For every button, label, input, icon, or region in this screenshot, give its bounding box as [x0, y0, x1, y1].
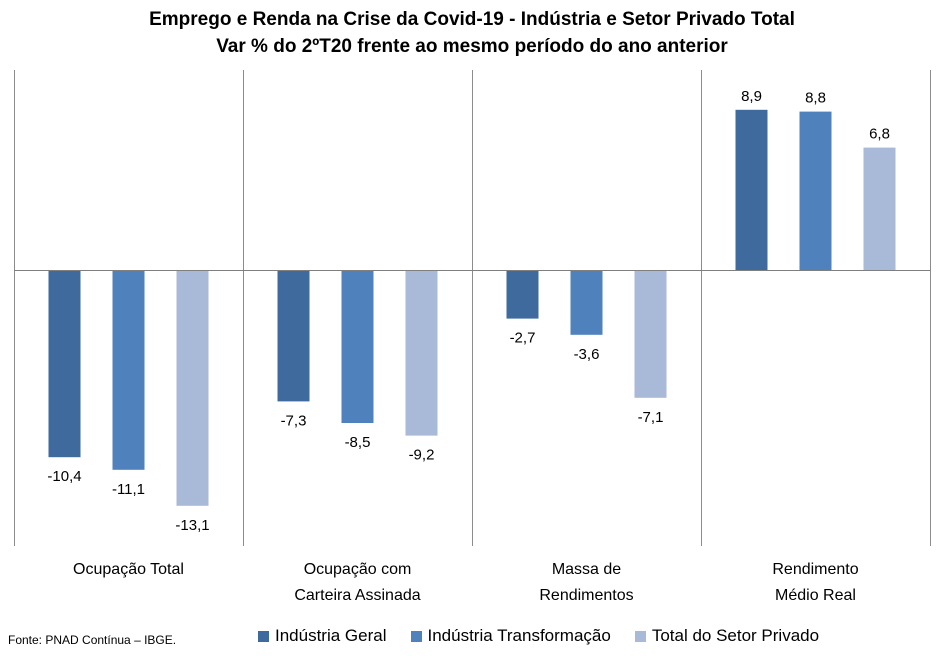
bar	[112, 270, 145, 470]
data-label: -2,7	[510, 330, 536, 347]
category-label: Massa de	[552, 561, 621, 578]
bar	[735, 109, 768, 270]
category-label: Carteira Assinada	[294, 587, 420, 604]
data-label: -11,1	[112, 481, 145, 498]
data-label: 6,8	[869, 126, 890, 143]
chart-title: Emprego e Renda na Crise da Covid-19 - I…	[149, 9, 795, 30]
category-label: Ocupação Total	[73, 561, 184, 578]
category-label: Rendimentos	[539, 587, 633, 604]
data-label: 8,9	[741, 88, 762, 105]
category-label: Rendimento	[772, 561, 858, 578]
data-label: -8,5	[345, 434, 371, 451]
chart-title-block: Emprego e Renda na Crise da Covid-19 - I…	[0, 6, 944, 60]
legend-label: Indústria Transformação	[427, 626, 611, 645]
bar	[341, 270, 374, 423]
legend-item: Total do Setor Privado	[634, 626, 820, 646]
bar	[863, 147, 896, 270]
bar	[176, 270, 209, 506]
category-label: Ocupação com	[304, 561, 412, 578]
bar	[48, 270, 81, 458]
bar	[570, 270, 603, 335]
data-label: -7,1	[638, 409, 664, 426]
legend-swatch	[258, 630, 269, 642]
legend-item: Indústria Geral	[258, 626, 387, 646]
legend: Indústria Geral Indústria Transformação To…	[258, 626, 843, 646]
legend-item: Indústria Transformação	[410, 626, 611, 646]
legend-label: Indústria Geral	[275, 626, 387, 645]
category-label: Médio Real	[775, 587, 856, 604]
legend-label: Total do Setor Privado	[651, 626, 820, 645]
data-label: -10,4	[47, 468, 81, 485]
bar	[799, 111, 832, 270]
data-label: -3,6	[574, 346, 600, 363]
bar	[405, 270, 438, 436]
bar	[277, 270, 310, 402]
data-label: -13,1	[175, 517, 209, 534]
bar	[634, 270, 667, 398]
data-label: 8,8	[805, 90, 826, 107]
chart-subtitle: Var % do 2ºT20 frente ao mesmo período d…	[216, 36, 728, 57]
data-label: -7,3	[281, 412, 307, 429]
data-label: -9,2	[409, 447, 435, 464]
legend-swatch	[634, 630, 646, 642]
legend-swatch	[410, 630, 422, 642]
bar	[506, 270, 539, 319]
source-note: Fonte: PNAD Contínua – IBGE.	[8, 633, 177, 647]
